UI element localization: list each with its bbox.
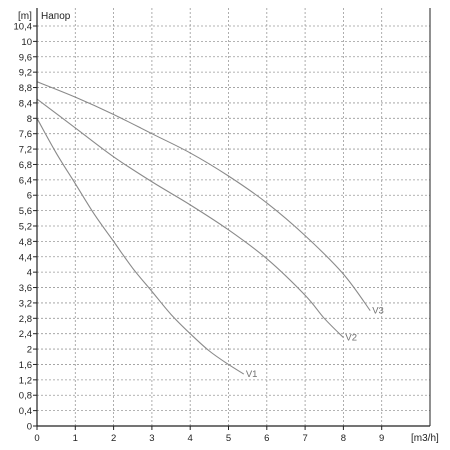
x-axis-unit-label: [m3/h] [411,433,439,444]
series-label-v2: V2 [345,333,357,344]
y-tick-label: 6,4 [19,175,32,186]
axis-layer [36,8,431,427]
y-tick-label: 6,8 [19,160,32,171]
y-tick-label: 0,4 [19,406,32,417]
y-tick-label: 3,2 [19,298,32,309]
x-tick-label: 9 [379,433,384,444]
y-tick-label: 8 [27,114,32,125]
x-tick-label: 1 [73,433,78,444]
x-tick-label: 4 [188,433,193,444]
x-tick-label: 6 [264,433,269,444]
y-tick-label: 4 [27,268,32,279]
y-tick-label: 7,6 [19,129,32,140]
x-tick-label: 2 [111,433,116,444]
series-label-v1: V1 [246,369,258,380]
y-tick-label: 6 [27,191,32,202]
y-tick-label: 2 [27,345,32,356]
curve-layer: V1 V2 V3 [36,81,384,380]
x-tick-label: 0 [34,433,39,444]
y-tick-label: 5,6 [19,206,32,217]
y-tick-label: 0,8 [19,391,32,402]
y-tick-label: 1,2 [19,375,32,386]
series-curve-v2 [36,98,344,338]
y-tick-label: 2,4 [19,329,32,340]
series-label-v3: V3 [372,306,384,317]
y-tick-label: 0 [27,422,32,433]
y-tick-label: 8,8 [19,83,32,94]
series-curve-v3 [36,81,371,311]
y-axis-unit-label: [m] [18,11,32,22]
tick-layer: 0 0,4 0,8 1,2 1,6 2 2,4 2,8 3,2 3,6 4 4,4 4,8 5,2 5,6 6… [14,22,385,445]
x-tick-label: 8 [341,433,346,444]
y-tick-label: 8,4 [19,98,32,109]
x-tick-label: 3 [149,433,154,444]
series-curve-v1 [36,118,245,375]
x-tick-label: 7 [302,433,307,444]
y-tick-label: 7,2 [19,145,32,156]
y-tick-label: 10,4 [14,22,33,33]
y-tick-label: 4,4 [19,252,32,263]
y-tick-label: 9,6 [19,52,32,63]
y-tick-label: 5,2 [19,222,32,233]
y-tick-label: 1,6 [19,360,32,371]
grid-layer [37,8,430,426]
y-tick-label: 2,8 [19,314,32,325]
y-tick-label: 9,2 [19,68,32,79]
legend-title: Напор [41,11,71,22]
y-tick-label: 4,8 [19,237,32,248]
y-tick-label: 10 [21,37,32,48]
y-tick-label: 3,6 [19,283,32,294]
x-tick-label: 5 [226,433,231,444]
